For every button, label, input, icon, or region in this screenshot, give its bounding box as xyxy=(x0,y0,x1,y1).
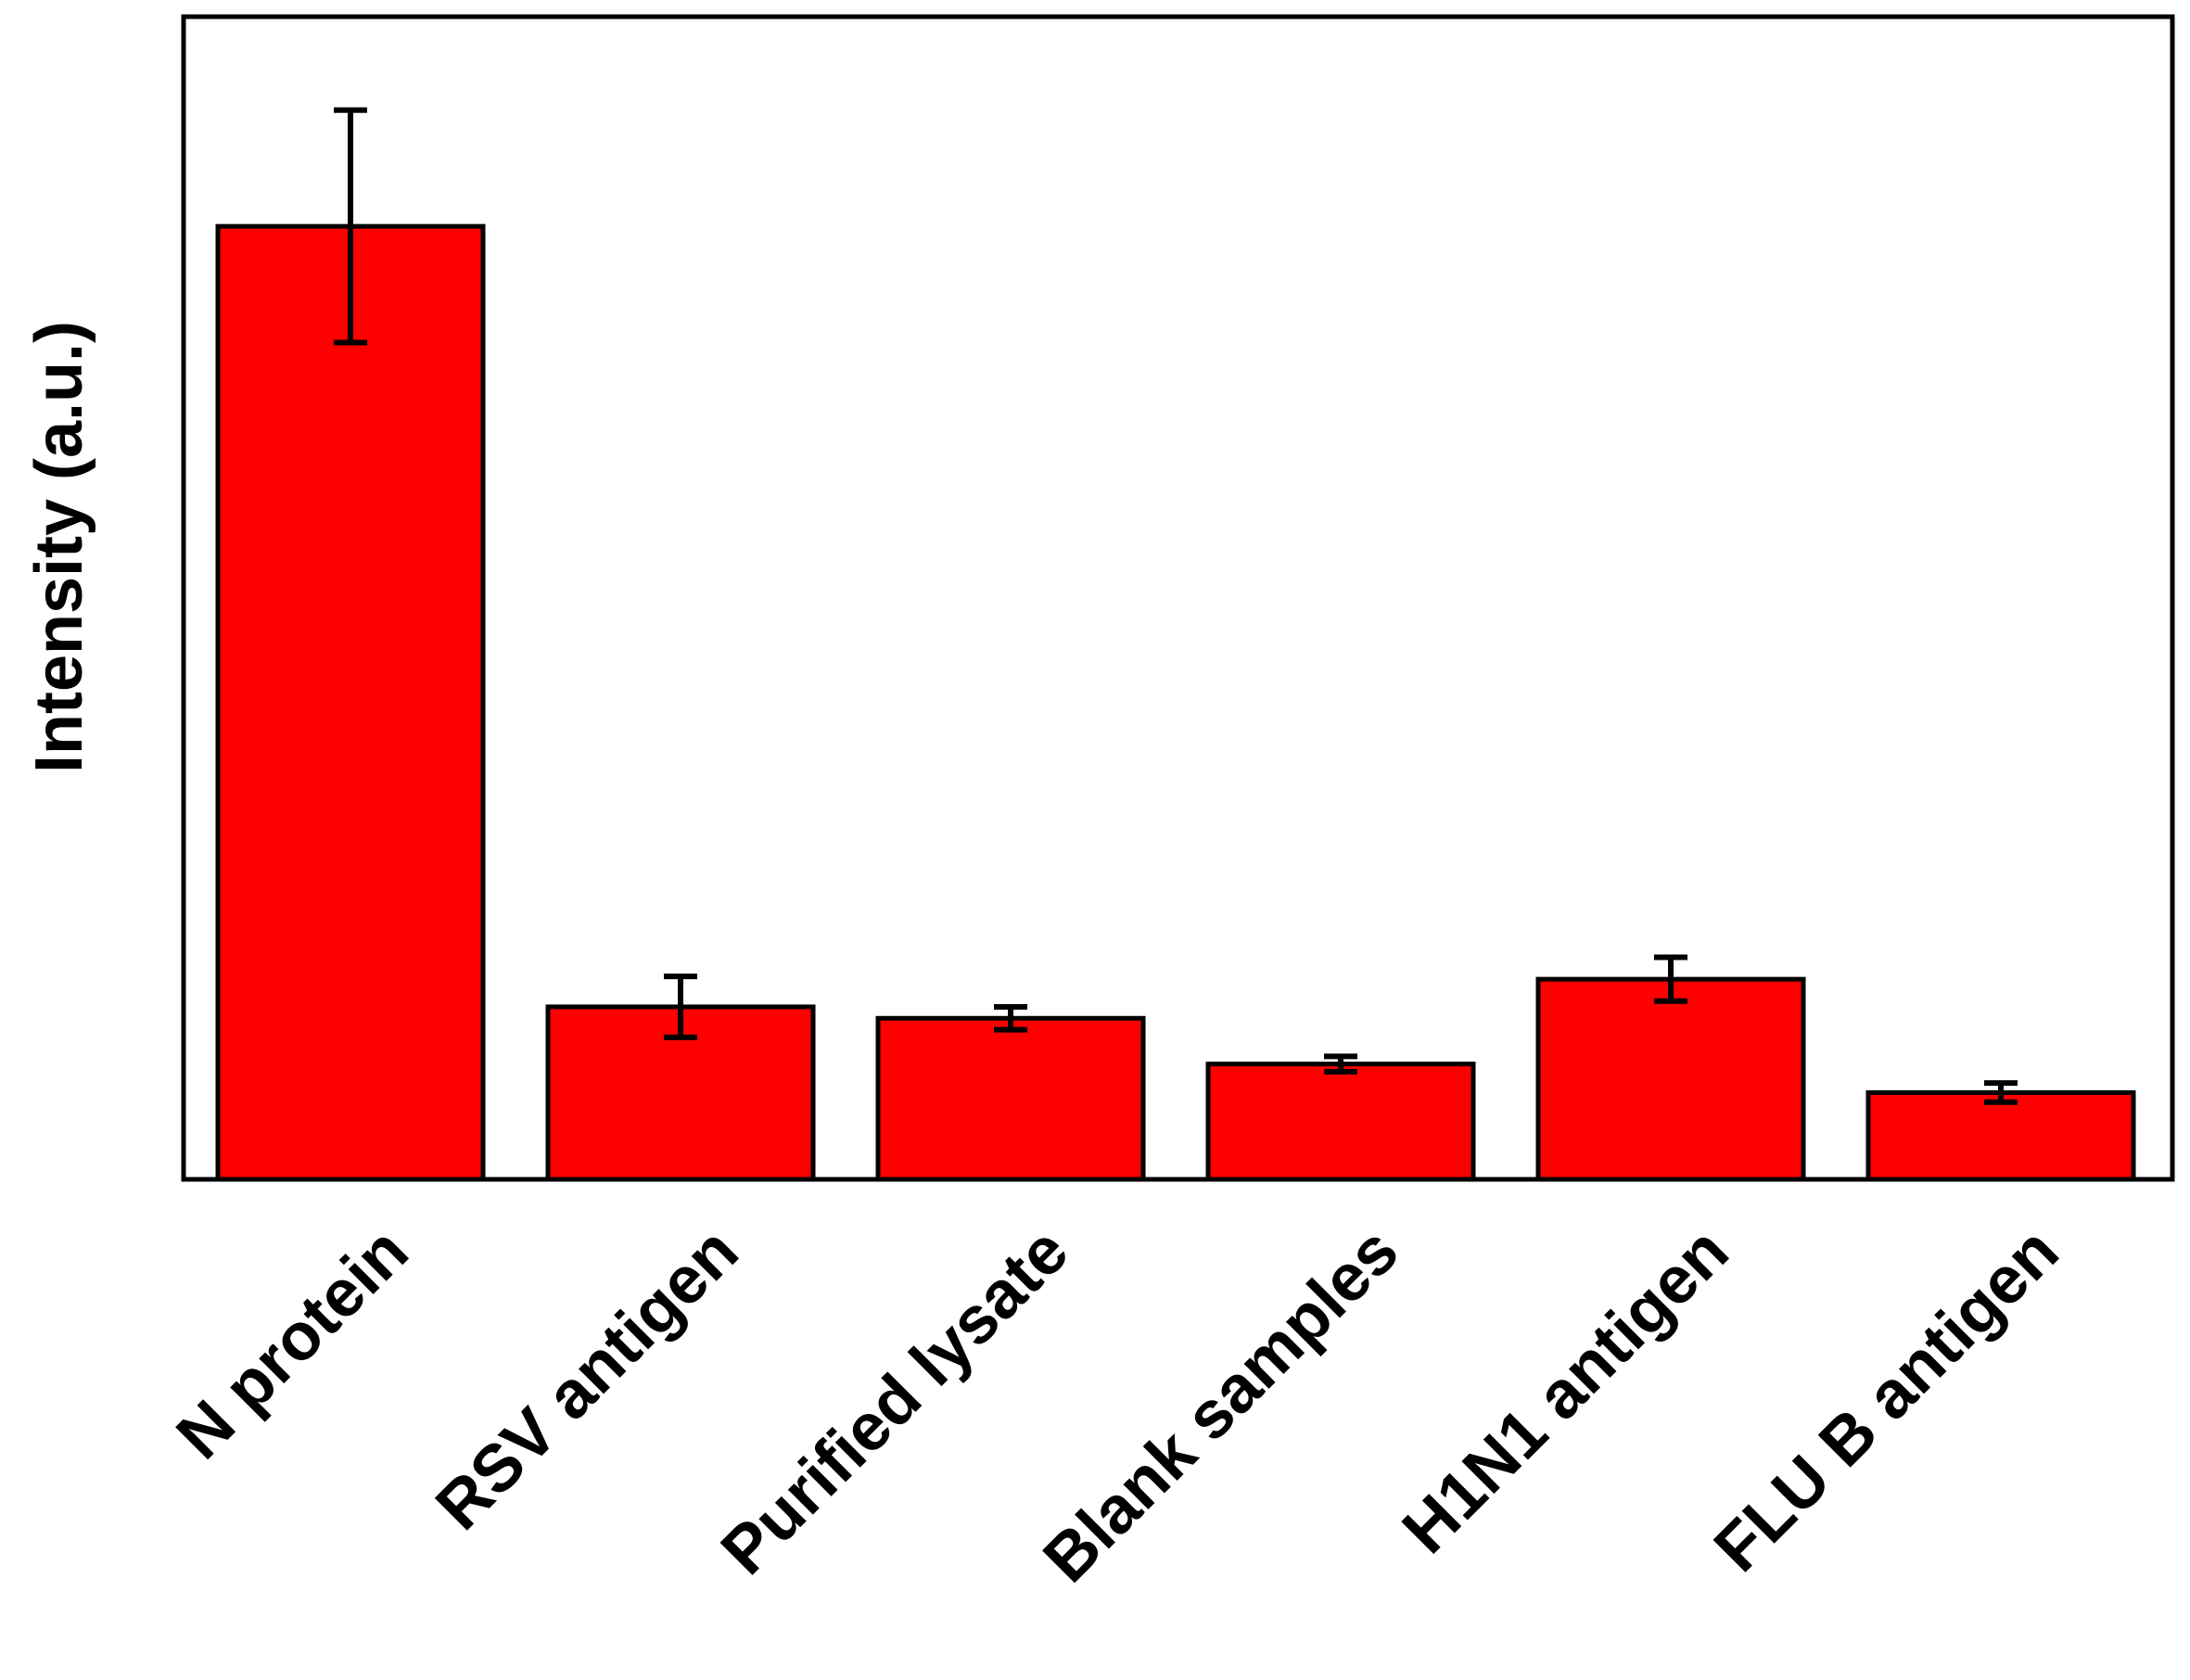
category-label-blank-samples: Blank samples xyxy=(1029,1214,1412,1597)
category-label-flu-b-antigen: FLU B antigen xyxy=(1700,1214,2073,1586)
bar-flu-b-antigen xyxy=(1865,1089,2136,1182)
category-label-purified-lysate: Purified lysate xyxy=(707,1214,1083,1589)
error-bars-layer xyxy=(334,107,2018,1105)
category-label-n-protein: N protein xyxy=(163,1214,423,1473)
category-label-rsv-antigen: RSV antigen xyxy=(422,1214,752,1544)
error-bar-n-protein xyxy=(334,107,367,346)
error-bar-flu-b-antigen xyxy=(1984,1080,2018,1105)
error-bar-rsv-antigen xyxy=(664,974,697,1040)
y-axis-label: Intensity (a.u.) xyxy=(22,321,96,773)
plot-frame xyxy=(181,14,2175,1182)
category-label-h1n1-antigen: H1N1 antigen xyxy=(1389,1214,1743,1568)
error-bar-blank-samples xyxy=(1324,1053,1357,1075)
bar-h1n1-antigen xyxy=(1535,976,1806,1182)
bar-n-protein xyxy=(215,223,486,1182)
bars-layer xyxy=(215,223,2136,1182)
error-bar-purified-lysate xyxy=(994,1003,1027,1033)
bar-blank-samples xyxy=(1205,1062,1476,1182)
bar-purified-lysate xyxy=(875,1015,1146,1182)
error-bar-h1n1-antigen xyxy=(1654,954,1687,1004)
